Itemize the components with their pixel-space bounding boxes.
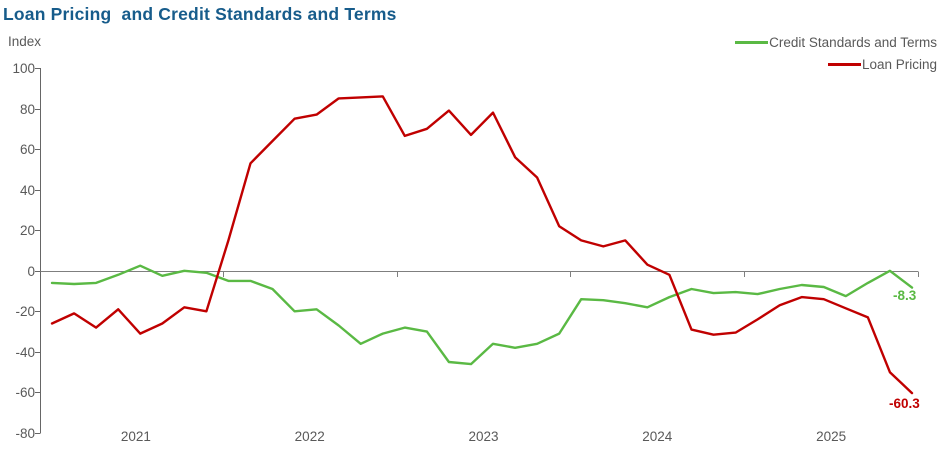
series-line-credit-standards-and-terms — [50, 264, 914, 366]
x-tick-label: 2024 — [642, 429, 673, 444]
x-tick-label: 2025 — [816, 429, 846, 444]
series-end-value-loan-pricing: -60.3 — [889, 396, 920, 411]
legend-line-swatch-green — [735, 41, 769, 44]
legend-item-credit-standards: Credit Standards and Terms — [735, 34, 937, 51]
y-tick-label: -20 — [15, 304, 35, 319]
y-tick-label: -80 — [15, 426, 35, 441]
x-tick-label: 2022 — [295, 429, 325, 444]
legend-label: Loan Pricing — [861, 57, 937, 72]
chart-title: Loan Pricing and Credit Standards and Te… — [3, 4, 397, 24]
x-tick-label: 2021 — [121, 429, 151, 444]
series-line-loan-pricing — [50, 95, 914, 395]
y-tick-label: 40 — [20, 183, 35, 198]
legend-line-swatch-red — [827, 63, 861, 66]
legend: Credit Standards and Terms Loan Pricing — [735, 34, 937, 73]
y-tick-label: 100 — [12, 61, 35, 76]
y-tick-label: -60 — [15, 385, 35, 400]
x-tick-label: 2023 — [468, 429, 498, 444]
legend-item-loan-pricing: Loan Pricing — [735, 56, 937, 73]
y-tick-label: -40 — [15, 345, 35, 360]
y-tick-label: 80 — [20, 102, 35, 117]
y-tick-label: 60 — [20, 142, 35, 157]
y-tick-label: 0 — [27, 264, 35, 279]
y-tick-label: 20 — [20, 223, 35, 238]
legend-label: Credit Standards and Terms — [769, 35, 937, 50]
series-end-value-credit-standards: -8.3 — [893, 288, 917, 303]
y-axis-unit-label: Index — [8, 34, 42, 49]
